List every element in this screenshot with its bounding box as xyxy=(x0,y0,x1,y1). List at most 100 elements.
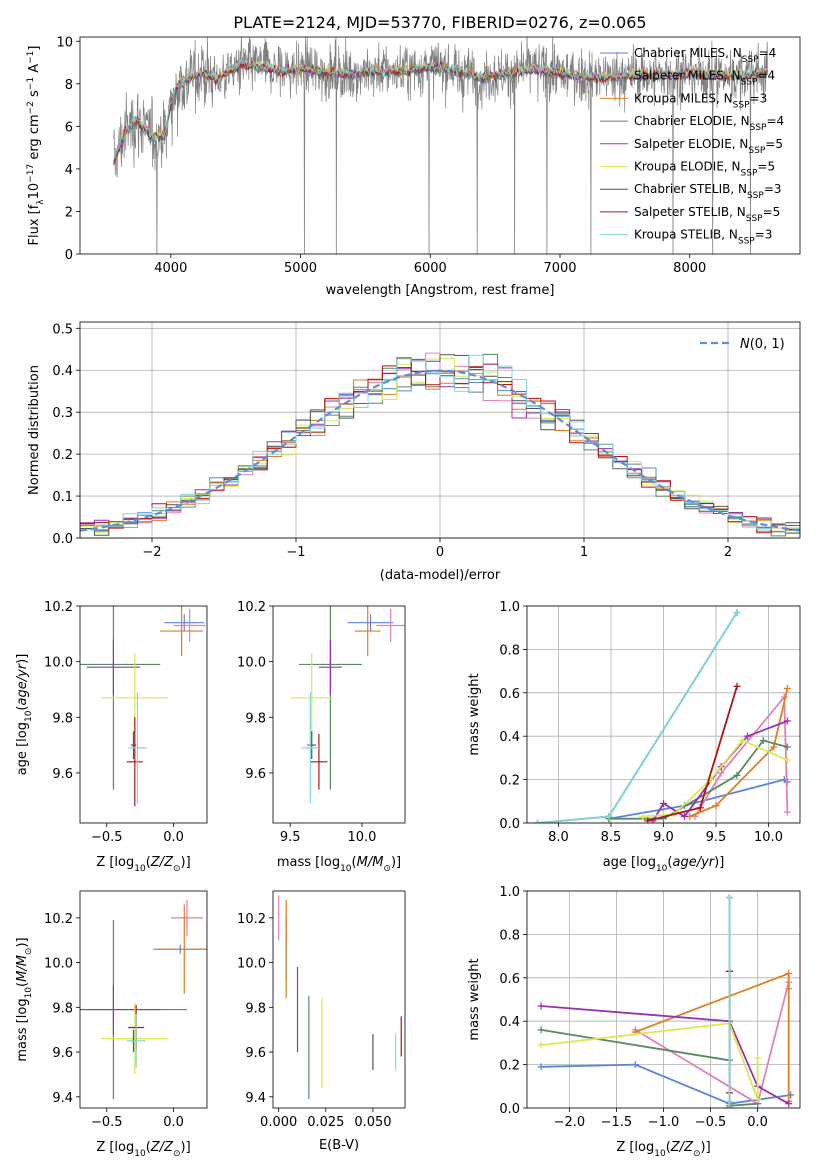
error-point-salpeter-stelib xyxy=(126,717,143,807)
axes-weight_vs_Z: −2.0 −1.5 −1.0 −0.5 0.0 0.0 0.2 0.4 0.6 0.8 1.0 Z [… xyxy=(467,885,801,1159)
x-tick-label: 9.5 xyxy=(280,830,301,845)
ticks xyxy=(523,605,769,827)
error-point-salpeter-elodie xyxy=(86,639,141,696)
weight-marker xyxy=(631,1061,639,1069)
weight-marker xyxy=(696,804,704,812)
error-point-kroupa-stelib xyxy=(126,1014,146,1068)
weight-marker xyxy=(660,799,667,807)
x-tick-label: 8000 xyxy=(673,261,706,276)
y-tick-label: 0.8 xyxy=(499,643,520,658)
y-tick-label: 0.2 xyxy=(52,448,73,463)
x-tick-label: −2.0 xyxy=(554,1115,586,1130)
ticks xyxy=(76,40,691,258)
y-tick-label: 10.2 xyxy=(237,912,266,927)
y-tick-label: 0.6 xyxy=(499,687,520,702)
error-point-kroupa-stelib xyxy=(128,692,147,804)
weight-marker xyxy=(754,1095,762,1103)
x-tick-label: 4000 xyxy=(154,261,187,276)
y-tick-label: 0.6 xyxy=(499,972,520,987)
y-tick-label: 10 xyxy=(56,35,73,50)
ticks xyxy=(269,917,374,1112)
axes-age_vs_mass: 9.5 10.0 9.6 9.8 10.0 10.2 mass [log10(M/M⊙)] xyxy=(237,600,406,874)
legend-label: Kroupa ELODIE, NSSP=5 xyxy=(634,160,775,179)
histogram-kroupa-stelib xyxy=(80,354,800,531)
y-tick-label: 9.8 xyxy=(52,711,73,726)
legend-label: Salpeter STELIB, NSSP=5 xyxy=(634,205,780,224)
axes-mass_vs_Z: −0.5 0.0 9.4 9.6 9.8 10.0 10.2 Z [log10(Z/Z⊙)] m… xyxy=(15,890,208,1159)
weight-line-kroupa-elodie xyxy=(540,1022,759,1100)
y-tick-label: 10.0 xyxy=(44,656,73,671)
y-tick-label: 8 xyxy=(65,78,73,93)
y-tick-label: 4 xyxy=(65,163,73,178)
weight-line-salpeter-elodie xyxy=(541,1005,790,1105)
legend: Chabrier MILES, NSSP=4 Salpeter MILES, NS… xyxy=(600,46,784,247)
y-tick-label: 10.2 xyxy=(237,600,266,615)
x-tick-label: 9.0 xyxy=(653,830,674,845)
y-tick-label: 0.4 xyxy=(499,1015,520,1030)
error-point-kroupa-miles xyxy=(354,606,381,657)
weight-marker xyxy=(644,817,652,823)
weight-marker xyxy=(770,743,778,751)
weight-marker xyxy=(783,717,791,725)
error-point-salpeter-miles xyxy=(173,608,206,643)
y-axis-label: Flux [fλ10−17 erg cm−2 s−1 A−1] xyxy=(26,46,46,246)
x-tick-label: 1 xyxy=(580,545,588,560)
y-tick-label: 9.8 xyxy=(52,1001,73,1016)
weight-marker xyxy=(738,737,746,745)
ticks xyxy=(523,890,759,1112)
ticks xyxy=(269,605,363,827)
x-tick-label: 5000 xyxy=(284,261,317,276)
legend-label: Salpeter MILES, NSSP=4 xyxy=(634,69,775,88)
y-tick-label: 9.6 xyxy=(245,1046,266,1061)
error-point-salpeter-miles xyxy=(376,608,405,643)
plot-area xyxy=(80,352,800,537)
error-point-chabrier-miles xyxy=(164,614,205,632)
legend-label: Salpeter ELODIE, NSSP=5 xyxy=(634,137,783,156)
error-point-salpeter-miles xyxy=(170,899,203,936)
x-tick-label: 6000 xyxy=(414,261,447,276)
plot-area xyxy=(290,606,405,804)
x-axis-label: wavelength [Angstrom, rest frame] xyxy=(326,283,555,298)
weight-marker xyxy=(733,682,741,690)
x-tick-label: −1.0 xyxy=(648,1115,680,1130)
x-tick-label: 9.5 xyxy=(706,830,727,845)
legend-label: Chabrier STELIB, NSSP=3 xyxy=(634,182,782,201)
axes-frame xyxy=(79,890,208,1109)
axes-frame xyxy=(272,605,406,824)
y-tick-label: 9.8 xyxy=(245,1001,266,1016)
weight-line-kroupa-miles xyxy=(689,688,789,818)
figure-title: PLATE=2124, MJD=53770, FIBERID=0276, z=0… xyxy=(233,13,646,32)
weight-marker xyxy=(725,1097,733,1105)
y-axis-label: mass weight xyxy=(467,673,482,755)
weight-marker xyxy=(744,732,751,740)
legend-label: Chabrier MILES, NSSP=4 xyxy=(634,46,776,65)
error-point-salpeter-stelib xyxy=(310,733,328,790)
x-tick-label: 7000 xyxy=(543,261,576,276)
x-axis-label: Z [log10(Z/Z⊙)] xyxy=(616,1140,710,1159)
x-tick-label: −0.5 xyxy=(91,830,123,845)
y-tick-label: 10.2 xyxy=(44,600,73,615)
error-point-kroupa-miles xyxy=(157,904,207,994)
y-tick-label: 10.0 xyxy=(237,656,266,671)
x-tick-label: 0 xyxy=(436,545,444,560)
weight-marker xyxy=(537,1002,545,1010)
plot-area xyxy=(534,609,791,823)
weight-marker xyxy=(681,812,688,820)
error-point-salpeter-elodie xyxy=(318,639,342,696)
weight-marker xyxy=(785,969,793,977)
error-point-kroupa-stelib xyxy=(301,692,319,804)
weight-marker xyxy=(534,819,541,823)
weight-marker xyxy=(725,1104,733,1108)
error-point-kroupa-elodie xyxy=(290,653,334,743)
axes-age_vs_Z: −0.5 0.0 9.6 9.8 10.0 10.2 Z [log10(Z/Z⊙)] age … xyxy=(15,600,208,874)
y-tick-label: 0.4 xyxy=(52,364,73,379)
error-point-kroupa-elodie xyxy=(101,1002,169,1075)
axes-frame xyxy=(79,605,208,824)
x-axis-label: E(B-V) xyxy=(319,1138,359,1153)
y-tick-label: 9.6 xyxy=(245,767,266,782)
plot-area xyxy=(113,37,769,254)
y-axis-label: Normed distribution xyxy=(27,365,42,495)
